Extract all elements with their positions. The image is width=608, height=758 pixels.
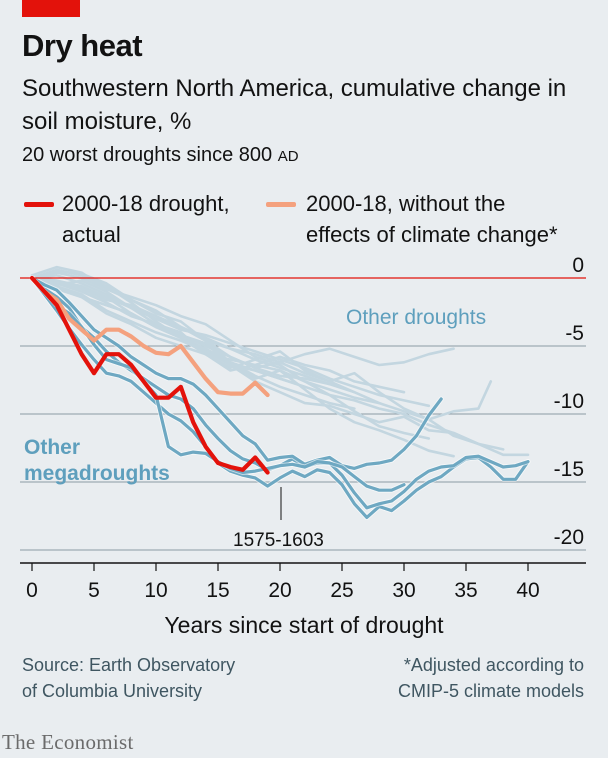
- megadroughts-label-line2: megadroughts: [24, 462, 170, 485]
- legend-actual-line2: actual: [62, 222, 121, 247]
- brand-tag: [22, 0, 80, 17]
- x-axis: 0 5 10 15 20 25 30 35 40: [20, 562, 586, 602]
- source-note: Source: Earth Observatory of Columbia Un…: [22, 652, 235, 704]
- brand-wordmark: The Economist: [2, 730, 134, 754]
- legend-item-adjusted: 2000-18, without the effects of climate …: [306, 188, 558, 250]
- 2000-18-lines: [29, 275, 270, 475]
- megadrought-line: [30, 276, 530, 519]
- x-axis-title: Years since start of drought: [164, 612, 444, 638]
- x-tick-label: 15: [206, 579, 229, 602]
- chart-subsubtitle: 20 worst droughts since 800 AD: [22, 144, 299, 167]
- footnote-line2: CMIP-5 climate models: [397, 681, 584, 701]
- y-tick-label: -20: [554, 526, 584, 549]
- x-tick-label: 10: [144, 579, 167, 602]
- subsubtitle-main: 20 worst droughts since 800: [22, 144, 278, 166]
- y-tick-label: -10: [554, 390, 584, 413]
- legend-adjusted-line1: 2000-18, without the: [306, 191, 506, 216]
- megadroughts-label-line1: Other: [24, 436, 80, 459]
- actual-drought-line: [29, 275, 270, 475]
- other-drought-line: [30, 276, 431, 408]
- source-line1: Source: Earth Observatory: [22, 655, 236, 675]
- adjusted-drought-line: [29, 275, 270, 398]
- footnote: *Adjusted according to CMIP-5 climate mo…: [398, 652, 584, 704]
- source-line2: of Columbia University: [22, 681, 203, 701]
- subsubtitle-era: AD: [277, 148, 299, 165]
- x-tick-label: 20: [268, 579, 291, 602]
- legend-swatch-actual: [24, 202, 54, 207]
- other-droughts-label: Other droughts: [346, 306, 486, 329]
- other-drought-line: [30, 276, 307, 389]
- footnote-line1: *Adjusted according to: [403, 655, 584, 675]
- legend-swatch-adjusted: [266, 202, 296, 207]
- x-tick-label: 5: [88, 579, 100, 602]
- legend-item-actual: 2000-18 drought, actual: [62, 188, 230, 250]
- y-tick-labels: 0 -5 -10 -15 -20: [554, 254, 584, 549]
- y-tick-label: -5: [565, 322, 584, 345]
- other-drought-line: [30, 268, 406, 394]
- other-drought-line: [30, 276, 381, 405]
- x-tick-label: 30: [392, 579, 415, 602]
- y-tick-label: -15: [554, 458, 584, 481]
- period-label: 1575-1603: [233, 530, 324, 551]
- x-tick-label: 40: [516, 579, 539, 602]
- chart-subtitle: Southwestern North America, cumulative c…: [22, 75, 567, 135]
- x-tick-label: 35: [454, 579, 477, 602]
- legend-adjusted-line2: effects of climate change*: [306, 222, 558, 247]
- legend-actual-line1: 2000-18 drought,: [62, 191, 230, 216]
- y-tick-label: 0: [572, 254, 584, 277]
- chart-title: Dry heat: [22, 28, 143, 63]
- x-tick-label: 25: [330, 579, 353, 602]
- soil-moisture-chart: 0 -5 -10 -15 -20 0 5 10 15 20 25 30 35 40 Other drou…: [20, 254, 586, 602]
- x-tick-label: 0: [26, 579, 38, 602]
